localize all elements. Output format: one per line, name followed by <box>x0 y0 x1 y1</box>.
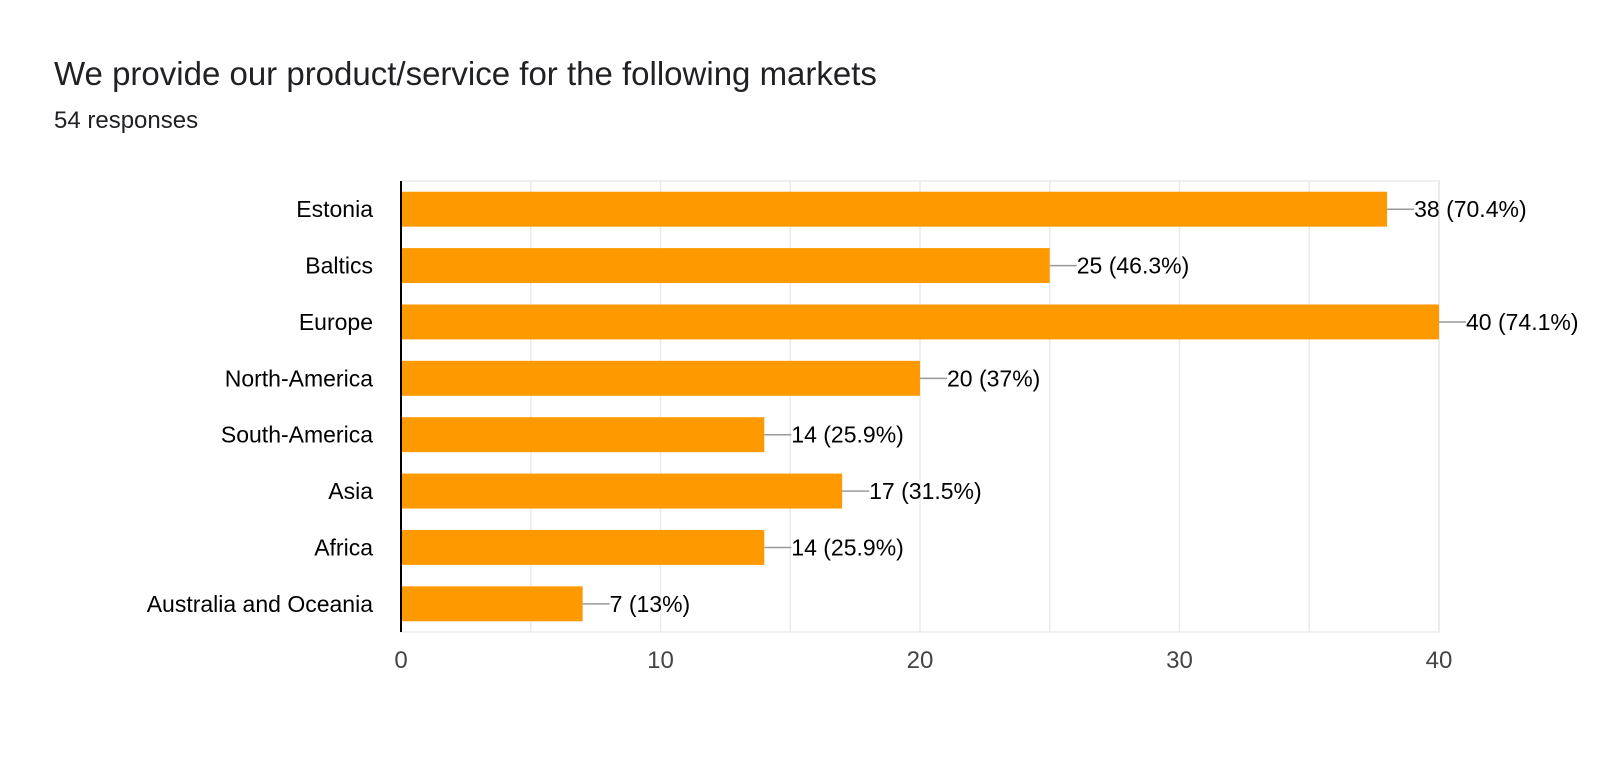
bar <box>401 304 1439 340</box>
category-label: Estonia <box>296 196 373 222</box>
data-label: 14 (25.9%) <box>791 422 904 448</box>
category-label: Africa <box>314 534 373 560</box>
data-label: 38 (70.4%) <box>1414 196 1527 222</box>
x-tick-label: 40 <box>1426 647 1453 674</box>
x-tick-label: 20 <box>907 647 934 674</box>
bar <box>401 417 765 453</box>
data-label: 7 (13%) <box>610 591 691 617</box>
bar <box>401 473 843 509</box>
bar <box>401 529 765 565</box>
data-label: 20 (37%) <box>947 365 1040 391</box>
x-tick-label: 0 <box>394 647 407 674</box>
question-title: We provide our product/service for the f… <box>54 55 877 92</box>
response-count: 54 responses <box>54 107 199 134</box>
data-label: 17 (31.5%) <box>869 478 982 504</box>
category-label: Australia and Oceania <box>147 591 374 617</box>
category-label: South-America <box>221 422 373 448</box>
category-label: Baltics <box>305 253 373 279</box>
x-tick-label: 10 <box>647 647 674 674</box>
bar <box>401 191 1388 227</box>
data-label: 40 (74.1%) <box>1466 309 1579 335</box>
bar <box>401 586 583 622</box>
data-label: 25 (46.3%) <box>1077 253 1190 279</box>
data-label: 14 (25.9%) <box>791 534 904 560</box>
category-label: Asia <box>328 478 373 504</box>
category-label: North-America <box>225 365 373 391</box>
bar <box>401 360 920 396</box>
bar <box>401 248 1050 284</box>
x-tick-label: 30 <box>1166 647 1193 674</box>
category-label: Europe <box>299 309 373 335</box>
